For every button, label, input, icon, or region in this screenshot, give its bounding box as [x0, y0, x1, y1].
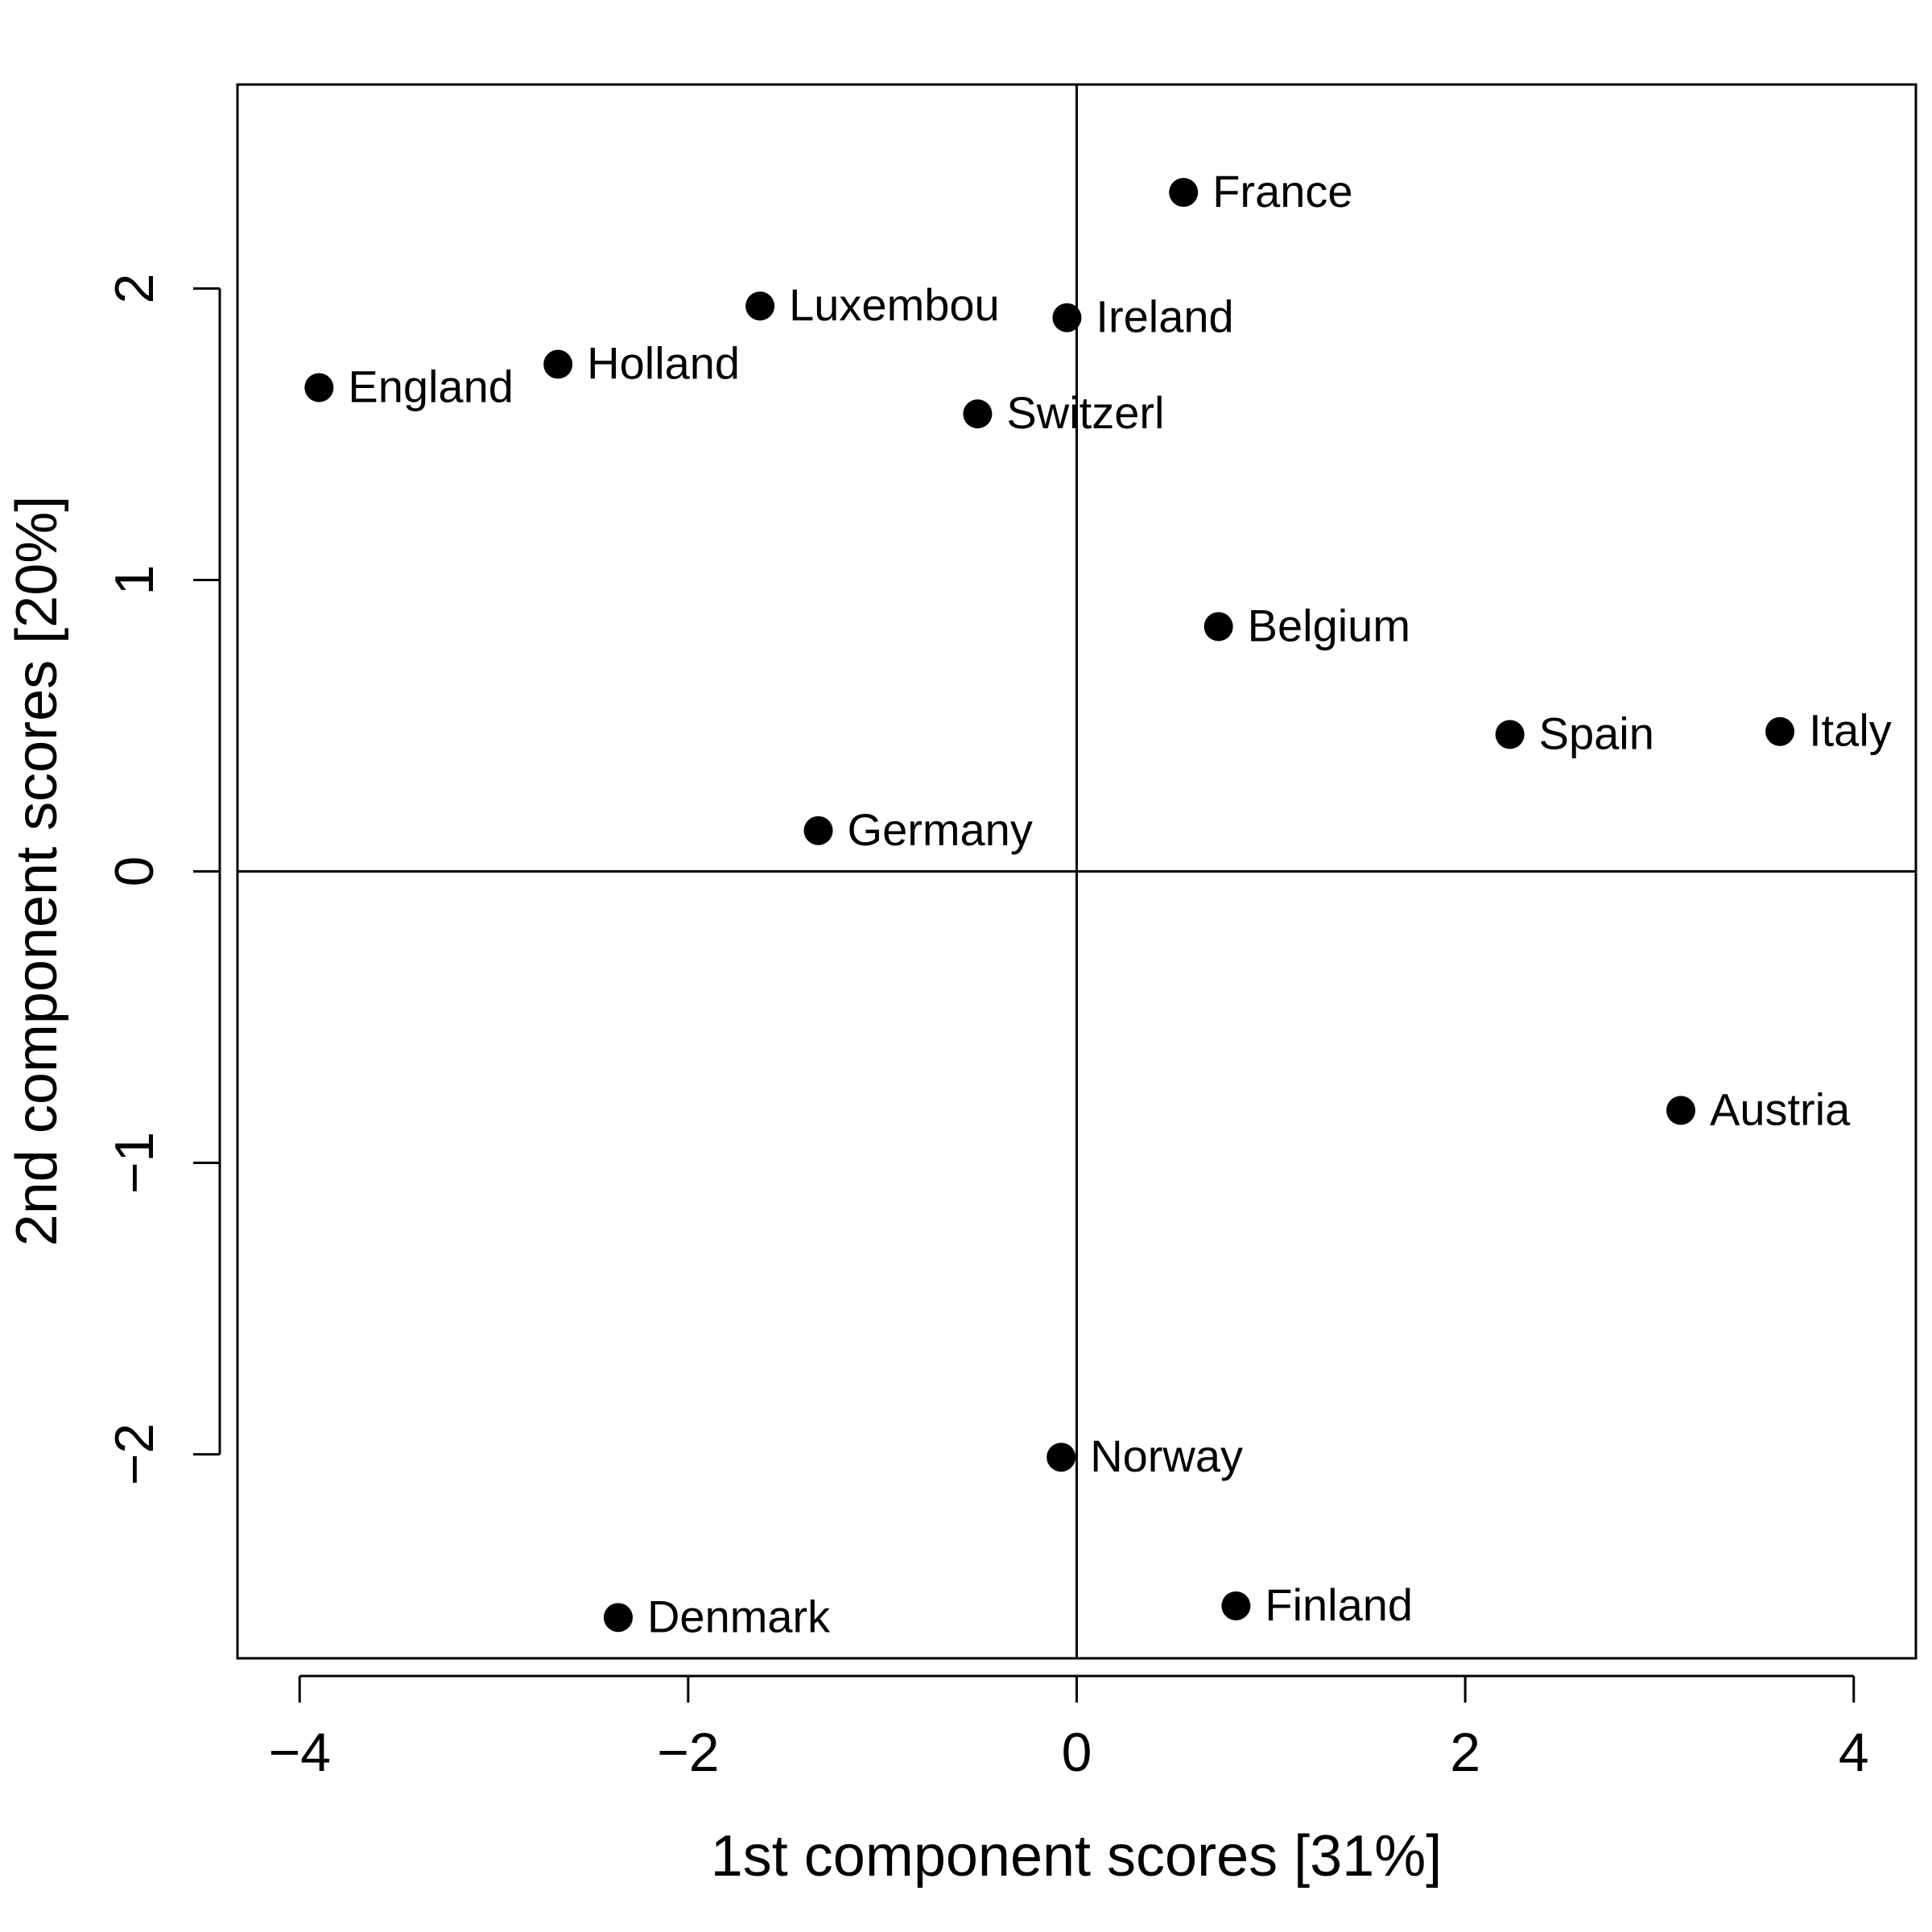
data-point-label: Spain	[1539, 708, 1654, 758]
data-point-marker	[1203, 612, 1233, 642]
y-tick-label: 1	[104, 565, 165, 596]
x-tick-label: 0	[1062, 1722, 1092, 1783]
data-point-label: Norway	[1090, 1430, 1243, 1481]
y-tick-label: 2	[104, 274, 165, 304]
data-point-marker	[1046, 1443, 1076, 1472]
data-point-marker	[1052, 303, 1082, 332]
y-tick-label: −1	[104, 1132, 165, 1195]
data-point-marker	[1765, 716, 1795, 746]
data-point-label: Austria	[1710, 1084, 1851, 1134]
data-point-label: Belgium	[1248, 600, 1410, 650]
data-point-marker	[963, 399, 993, 429]
y-axis-title: 2nd component scores [20%]	[5, 496, 69, 1247]
y-axis: −2 −1 0 1 2	[104, 274, 221, 1486]
data-point-marker	[603, 1603, 633, 1633]
data-points: France Luxembou Ireland England Holland Switz…	[304, 166, 1892, 1641]
data-point-label: Italy	[1809, 705, 1892, 756]
data-point-marker	[1221, 1591, 1251, 1620]
data-point-marker	[803, 815, 833, 845]
data-point-label: England	[348, 361, 514, 412]
x-axis: −4 −2 0 2 4	[268, 1674, 1869, 1783]
y-tick-label: −2	[104, 1423, 165, 1486]
x-axis-title: 1st component scores [31%]	[711, 1824, 1442, 1889]
data-point-label: Luxembou	[789, 279, 1000, 330]
data-point-label: Holland	[587, 338, 740, 389]
x-tick-label: 2	[1450, 1722, 1480, 1783]
x-tick-label: −4	[268, 1722, 331, 1783]
x-tick-label: −2	[657, 1722, 720, 1783]
data-point-marker	[543, 349, 573, 379]
data-point-marker	[1169, 177, 1199, 207]
data-point-marker	[1495, 720, 1525, 749]
data-point-label: Finland	[1265, 1579, 1413, 1630]
data-point-marker	[745, 291, 775, 321]
data-point-marker	[1666, 1096, 1696, 1125]
y-tick-label: 0	[104, 857, 165, 887]
data-point-label: Ireland	[1096, 291, 1233, 342]
data-point-marker	[304, 373, 334, 402]
data-point-label: France	[1212, 166, 1352, 217]
reference-lines	[237, 85, 1916, 1658]
data-point-label: Denmark	[647, 1591, 831, 1641]
x-tick-label: 4	[1839, 1722, 1869, 1783]
data-point-label: Switzerl	[1006, 387, 1164, 438]
data-point-label: Germany	[848, 804, 1033, 855]
